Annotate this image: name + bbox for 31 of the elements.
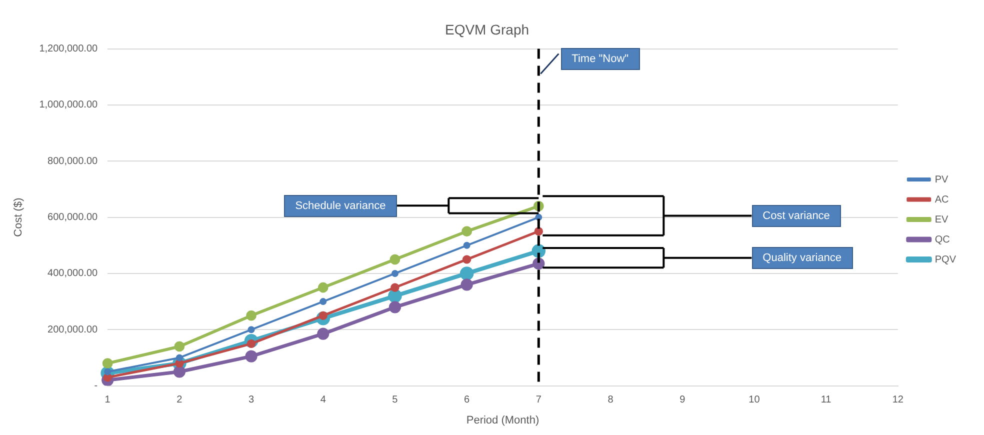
annotation: Schedule variance xyxy=(284,194,397,217)
x-tick-label: 10 xyxy=(748,394,760,406)
x-tick-label: 4 xyxy=(320,394,326,406)
x-tick-label: 9 xyxy=(680,394,686,406)
x-tick-label: 6 xyxy=(464,394,470,406)
x-tick-label: 7 xyxy=(536,394,542,406)
legend-label: EV xyxy=(934,214,949,226)
y-tick-label: 200,000.00 xyxy=(48,324,98,336)
chart-title: EQVM Graph xyxy=(444,21,530,38)
annotation: Quality variance xyxy=(752,246,853,269)
y-tick-label: 1,200,000.00 xyxy=(39,44,98,55)
x-tick-label: 12 xyxy=(892,394,904,406)
x-tick-label: 1 xyxy=(104,394,111,406)
legend-label: PQV xyxy=(934,254,956,266)
legend-label: AC xyxy=(934,194,949,206)
y-tick-label: 800,000.00 xyxy=(48,156,98,167)
x-tick-label: 2 xyxy=(176,394,183,406)
y-tick-label: 400,000.00 xyxy=(48,268,98,280)
y-tick-label: - xyxy=(94,380,98,392)
annotation: Cost variance xyxy=(752,204,841,227)
x-tick-label: 11 xyxy=(820,394,832,406)
legend-label: PV xyxy=(934,174,949,186)
x-tick-label: 5 xyxy=(392,394,398,406)
x-tick-label: 3 xyxy=(248,394,254,406)
y-axis-title: Cost ($) xyxy=(12,198,25,237)
x-tick-label: 8 xyxy=(608,394,614,406)
legend-label: QC xyxy=(934,234,950,246)
y-tick-label: 1,000,000.00 xyxy=(39,100,98,111)
y-tick-label: 600,000.00 xyxy=(48,212,98,224)
annotation: Time "Now" xyxy=(560,48,640,70)
x-axis-title: Period (Month) xyxy=(466,414,540,426)
